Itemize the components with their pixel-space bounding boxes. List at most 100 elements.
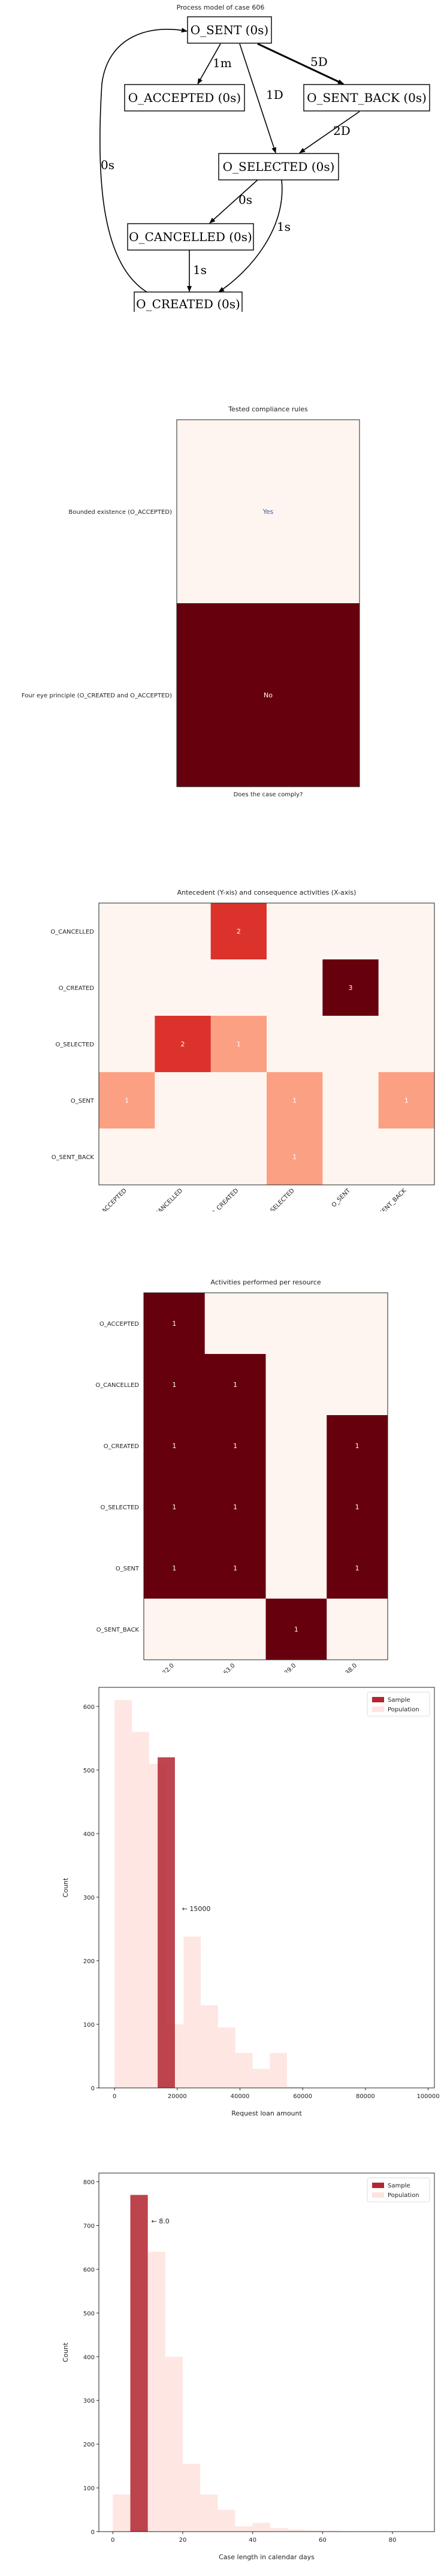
process-edge xyxy=(257,43,344,85)
heatmap-cell-label: 1 xyxy=(233,1503,237,1511)
x-tick-label: 0 xyxy=(111,2537,114,2544)
legend-label: Sample xyxy=(388,2183,410,2189)
loan-histogram-panel: 0 100 200 300 400 500 600 0 20000 40000 60000 80000… xyxy=(0,1679,441,2135)
heatmap-cell xyxy=(204,1599,266,1660)
heatmap-cell xyxy=(265,1476,327,1538)
population-bar xyxy=(131,1732,149,2088)
heatmap-col-label: 10138.0 xyxy=(336,1662,358,1673)
heatmap-cell xyxy=(327,1354,388,1416)
heatmap-cell-label: 2 xyxy=(237,928,241,935)
heatmap-title: Tested compliance rules xyxy=(228,405,308,413)
antecedent-panel: Antecedent (Y-xis) and consequence activ… xyxy=(0,875,441,1223)
heatmap-cell xyxy=(327,1293,388,1355)
heatmap-cell xyxy=(204,1354,266,1416)
population-bar xyxy=(252,2523,270,2532)
y-tick-label: 0 xyxy=(91,2529,95,2536)
heatmap-cell xyxy=(155,1072,212,1129)
population-bar xyxy=(165,2357,183,2532)
heatmap-row-label: Four eye principle (O_CREATED and O_ACCE… xyxy=(22,693,172,699)
heatmap-cell xyxy=(322,903,379,960)
heatmap-cell xyxy=(210,1072,267,1129)
heatmap-cell xyxy=(265,1293,327,1355)
heatmap-cell xyxy=(267,1072,323,1129)
heatmap-cell xyxy=(204,1415,266,1477)
heatmap-cell xyxy=(144,1599,206,1660)
process-edge xyxy=(239,43,276,154)
heatmap-col-label: O_SENT_BACK xyxy=(373,1187,407,1211)
heatmap-cell xyxy=(99,1128,155,1185)
plot-frame xyxy=(98,1687,435,2089)
heatmap-frame xyxy=(143,1292,388,1660)
heatmap-cell xyxy=(327,1537,388,1599)
compliance-heatmap: Tested compliance rules Yes Bounded existe… xyxy=(22,405,360,798)
heatmap-cell-label: 1 xyxy=(233,1381,237,1389)
process-node-selected xyxy=(218,153,339,180)
heatmap-cell xyxy=(265,1537,327,1599)
legend-swatch xyxy=(372,2183,384,2188)
population-bar xyxy=(200,2494,218,2532)
heatmap-cell xyxy=(204,1537,266,1599)
x-tick-label: 20000 xyxy=(168,2093,187,2100)
y-tick-label: 100 xyxy=(83,2485,95,2492)
heatmap-cell xyxy=(144,1293,206,1355)
heatmap-row-label: O_CANCELLED xyxy=(50,929,94,935)
heatmap-row-label: O_CREATED xyxy=(59,985,95,992)
legend-swatch xyxy=(372,1697,384,1702)
heatmap-cell-label: 1 xyxy=(237,1040,241,1048)
heatmap-cell xyxy=(210,959,267,1016)
resource-panel: Activities performed per resource 1 O_ACCE… xyxy=(0,1265,441,1684)
process-node-sent-back xyxy=(303,84,430,112)
y-axis-label: Count xyxy=(62,2342,70,2362)
heatmap-cell xyxy=(210,903,267,960)
process-node-cancelled xyxy=(127,223,254,251)
heatmap-cell xyxy=(177,420,360,604)
heatmap-row-label: O_ACCEPTED xyxy=(99,1321,139,1328)
heatmap-row-label: O_SELECTED xyxy=(55,1042,94,1048)
process-node-sent xyxy=(187,16,272,44)
heatmap-cell xyxy=(210,1128,267,1185)
heatmap-cell xyxy=(378,1016,435,1073)
heatmap-cell xyxy=(378,903,435,960)
process-edge xyxy=(299,111,360,154)
process-edge-label: 5D xyxy=(310,55,328,69)
sample-bar xyxy=(130,2195,148,2532)
heatmap-cell xyxy=(144,1537,206,1599)
x-tick-label: 0 xyxy=(113,2093,116,2100)
heatmap-cell-label: 1 xyxy=(355,1564,360,1572)
heatmap-col-label: 11122.0 xyxy=(153,1662,176,1673)
y-tick-label: 300 xyxy=(83,1895,95,1901)
heatmap-cell xyxy=(99,1072,155,1129)
annotation-label: ← 15000 xyxy=(182,1905,211,1913)
heatmap-frame xyxy=(98,902,435,1185)
heatmap-cell xyxy=(322,1128,379,1185)
x-tick-label: 40000 xyxy=(231,2093,250,2100)
x-tick-label: 60 xyxy=(319,2537,327,2544)
heatmap-cell xyxy=(322,1016,379,1073)
heatmap-cell xyxy=(99,959,155,1016)
legend-swatch xyxy=(372,1707,384,1712)
population-bar xyxy=(235,2053,253,2088)
heatmap-col-label: O_CANCELLED xyxy=(149,1187,184,1211)
y-tick-label: 100 xyxy=(83,2022,95,2029)
heatmap-cell xyxy=(265,1415,327,1477)
population-bar xyxy=(183,2463,201,2532)
heatmap-cell-label: No xyxy=(264,691,273,699)
population-bar xyxy=(201,2005,218,2088)
heatmap-cell xyxy=(267,1016,323,1073)
heatmap-cell xyxy=(267,959,323,1016)
heatmap-cell-label: 1 xyxy=(355,1442,360,1450)
population-bar xyxy=(218,2027,235,2088)
heatmap-row-label: O_CREATED xyxy=(104,1443,140,1450)
legend-label: Sample xyxy=(388,1697,410,1704)
population-bar xyxy=(114,1700,132,2088)
heatmap-cell xyxy=(99,1016,155,1073)
population-bar xyxy=(270,2053,288,2088)
heatmap-cell xyxy=(204,1293,266,1355)
population-bar xyxy=(305,2530,323,2532)
y-tick-label: 600 xyxy=(83,1704,95,1711)
heatmap-cell-label: 1 xyxy=(172,1564,176,1572)
heatmap-cell xyxy=(155,903,212,960)
heatmap-cell xyxy=(144,1354,206,1416)
heatmap-cell xyxy=(204,1476,266,1538)
heatmap-cell xyxy=(155,1128,212,1185)
